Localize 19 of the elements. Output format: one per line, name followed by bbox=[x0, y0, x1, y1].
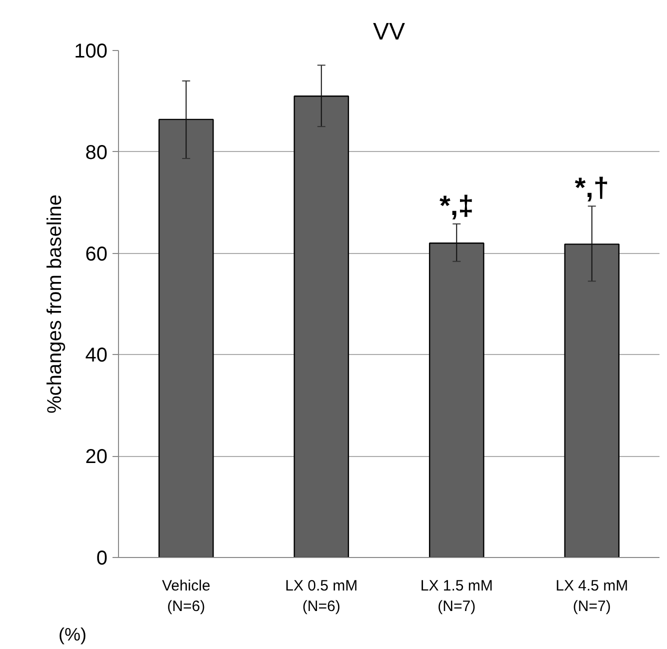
chart-title: VV bbox=[372, 18, 406, 46]
annotation: *,‡ bbox=[440, 190, 474, 221]
annotation: *,† bbox=[574, 172, 609, 204]
bar bbox=[564, 244, 620, 558]
y-tick-label: 60 bbox=[85, 243, 108, 266]
x-tick-label: LX 4.5 mM (N=7) bbox=[556, 578, 628, 615]
text: (%) bbox=[58, 624, 86, 644]
y-axis-title: %changes from baseline bbox=[44, 194, 66, 414]
x-tick-label: Vehicle (N=6) bbox=[162, 578, 210, 615]
y-tick-label: 40 bbox=[85, 344, 108, 367]
y-tick-label: 20 bbox=[85, 446, 108, 468]
bar bbox=[428, 242, 484, 558]
bar bbox=[158, 118, 214, 558]
bar bbox=[294, 96, 350, 558]
y-tick-label: 80 bbox=[85, 142, 108, 164]
y-tick-label: 0 bbox=[96, 548, 108, 570]
y-tick-label: 100 bbox=[74, 40, 108, 62]
x-tick-label: LX 0.5 mM (N=6) bbox=[285, 578, 358, 615]
x-tick-label: LX 1.5 mM (N=7) bbox=[420, 578, 493, 615]
